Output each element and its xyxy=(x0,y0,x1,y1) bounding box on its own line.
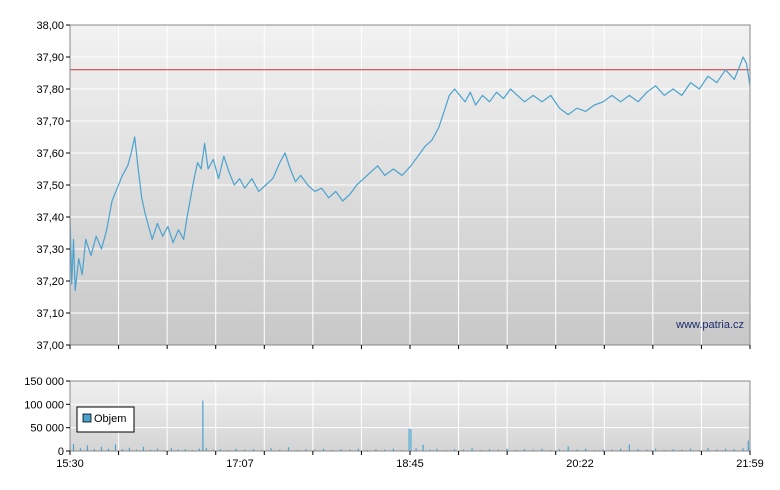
volume-panel: 0 50 000 100 000 150 000 15:30 17:07 18:45 20:… xyxy=(24,376,764,470)
volume-legend: Objem xyxy=(76,406,135,433)
x-tick-label: 17:07 xyxy=(226,458,254,470)
volume-y-tick-label: 100 000 xyxy=(24,399,64,411)
x-tick-label: 18:45 xyxy=(396,458,424,470)
x-tick-label: 20:22 xyxy=(566,458,594,470)
price-y-tick-label: 37,50 xyxy=(36,180,64,192)
legend-swatch xyxy=(82,413,92,423)
price-y-tick-label: 37,10 xyxy=(36,308,64,320)
price-y-tick-label: 37,30 xyxy=(36,244,64,256)
volume-y-tick-label: 150 000 xyxy=(24,376,64,388)
price-y-tick-label: 37,90 xyxy=(36,52,64,64)
volume-y-axis: 0 50 000 100 000 150 000 xyxy=(24,376,70,458)
price-series-line xyxy=(69,56,751,292)
price-y-tick-label: 37,70 xyxy=(36,116,64,128)
price-panel: www.patria.cz 37,0037,1037,2037,3037,403… xyxy=(36,20,751,352)
price-x-axis-ticks xyxy=(69,345,751,349)
price-y-tick-label: 37,00 xyxy=(36,340,64,352)
x-tick-label: 21:59 xyxy=(736,458,764,470)
price-y-tick-label: 37,60 xyxy=(36,148,64,160)
x-tick-label: 15:30 xyxy=(56,458,84,470)
price-y-tick-label: 37,80 xyxy=(36,84,64,96)
legend-label: Objem xyxy=(94,413,126,425)
price-y-tick-label: 38,00 xyxy=(36,20,64,32)
volume-y-tick-label: 50 000 xyxy=(30,423,64,435)
price-y-axis: 37,00 37,10 37,20 37,30 37,40 37,50 37,60 37,70… xyxy=(36,20,70,352)
price-y-tick-label: 37,40 xyxy=(36,212,64,224)
price-y-tick-label: 37,20 xyxy=(36,276,64,288)
volume-x-axis: 15:30 17:07 18:45 20:22 21:59 xyxy=(56,451,764,470)
watermark: www.patria.cz xyxy=(675,319,744,331)
volume-y-tick-label: 0 xyxy=(58,446,64,458)
